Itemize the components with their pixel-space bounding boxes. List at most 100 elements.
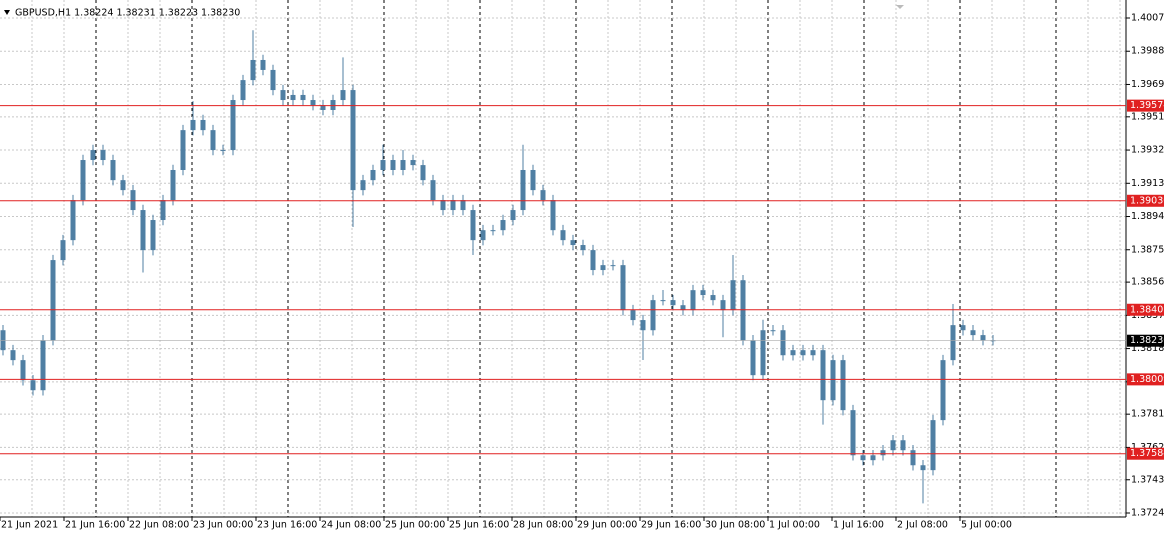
candle-body xyxy=(520,169,526,211)
y-tick-label: 1.40075 xyxy=(1131,13,1164,24)
candle-body xyxy=(920,465,926,471)
level-label: 1.37584 xyxy=(1130,448,1164,459)
x-tick-label: 22 Jun 08:00 xyxy=(129,520,189,531)
candle-body xyxy=(770,330,776,332)
candle-body xyxy=(160,200,166,221)
candle-body xyxy=(240,80,246,101)
level-label-box xyxy=(1127,99,1164,112)
x-tick-label: 29 Jun 16:00 xyxy=(641,520,701,531)
candle-body xyxy=(680,305,686,311)
candle-body xyxy=(220,150,226,152)
level-label-box xyxy=(1127,447,1164,460)
candle-body xyxy=(350,90,356,191)
candle-body xyxy=(170,169,176,201)
candle-body xyxy=(50,260,56,341)
candle-body xyxy=(360,180,366,191)
candle-body xyxy=(280,90,286,101)
candle-body xyxy=(940,360,946,421)
candle-body xyxy=(610,265,616,267)
candle-body xyxy=(470,210,476,241)
candle-body xyxy=(420,165,426,181)
candle-body xyxy=(180,130,186,170)
candle-body xyxy=(80,160,86,201)
candle-body xyxy=(890,440,896,451)
candle-body xyxy=(960,325,966,331)
x-tick-label: 29 Jun 00:00 xyxy=(577,520,637,531)
candle-body xyxy=(20,360,26,381)
y-tick-label: 1.39320 xyxy=(1131,145,1164,156)
x-tick-label: 25 Jun 00:00 xyxy=(385,520,445,531)
candle-body xyxy=(380,160,386,170)
candle-body xyxy=(710,295,716,301)
y-tick-label: 1.38185 xyxy=(1131,343,1164,354)
y-tick-label: 1.37810 xyxy=(1131,409,1164,420)
candle-body xyxy=(300,94,306,101)
candle-body xyxy=(490,230,496,232)
x-tick-label: 28 Jun 08:00 xyxy=(513,520,573,531)
candle-body xyxy=(410,160,416,166)
candle-body xyxy=(200,119,206,131)
candle-body xyxy=(90,150,96,161)
candle-body xyxy=(510,210,516,221)
candle-body xyxy=(700,290,706,296)
candle-body xyxy=(780,330,786,356)
candle-body xyxy=(600,265,606,271)
candle-body xyxy=(620,265,626,311)
menu-arrow[interactable] xyxy=(4,10,10,15)
candle-body xyxy=(120,180,126,191)
level-label-box xyxy=(1127,194,1164,207)
candle-body xyxy=(750,340,756,376)
candle-body xyxy=(10,350,16,361)
candle-body xyxy=(860,455,866,461)
candle-body xyxy=(670,300,676,306)
candle-body xyxy=(530,169,536,191)
candle-body xyxy=(970,330,976,336)
candle-body xyxy=(340,90,346,101)
x-tick-label: 23 Jun 00:00 xyxy=(193,520,253,531)
y-tick-label: 1.39885 xyxy=(1131,46,1164,57)
candle-body xyxy=(460,200,466,211)
x-tick-label: 1 Jul 00:00 xyxy=(769,520,820,531)
x-tick-label: 24 Jun 08:00 xyxy=(321,520,381,531)
level-label: 1.39030 xyxy=(1130,195,1164,206)
level-label: 1.39574 xyxy=(1130,100,1164,111)
candle-body xyxy=(840,360,846,411)
x-tick-label: 2 Jul 08:00 xyxy=(897,520,948,531)
candle-body xyxy=(880,450,886,456)
current-price-label: 1.38230 xyxy=(1130,335,1164,346)
scroll-marker xyxy=(896,5,904,9)
candle-body xyxy=(230,100,236,151)
candle-body xyxy=(290,94,296,101)
y-tick-label: 1.39130 xyxy=(1131,178,1164,189)
candle-body xyxy=(320,105,326,111)
candle-body xyxy=(310,100,316,106)
candle-body xyxy=(720,300,726,311)
candle-body xyxy=(650,300,656,331)
candle-body xyxy=(560,230,566,241)
y-tick-label: 1.39695 xyxy=(1131,79,1164,90)
candle-body xyxy=(210,130,216,151)
candle-body xyxy=(870,455,876,461)
candle-body xyxy=(500,220,506,231)
candle-body xyxy=(190,119,196,131)
level-label: 1.38009 xyxy=(1130,374,1164,385)
candle-body xyxy=(590,250,596,271)
x-tick-label: 5 Jul 00:00 xyxy=(961,520,1012,531)
candle-body xyxy=(830,360,836,401)
candle-body xyxy=(330,100,336,111)
candle-body xyxy=(480,230,486,241)
candle-body xyxy=(40,340,46,391)
candle-body xyxy=(370,169,376,181)
candle-body xyxy=(910,450,916,466)
candle-body xyxy=(140,210,146,251)
candle-body xyxy=(30,380,36,391)
x-tick-label: 21 Jun 16:00 xyxy=(65,520,125,531)
y-tick-label: 1.37245 xyxy=(1131,508,1164,519)
current-price-box xyxy=(1127,334,1164,347)
marks xyxy=(0,30,996,504)
candle-body xyxy=(110,160,116,181)
candle-body xyxy=(950,325,956,361)
candle-body xyxy=(850,410,856,456)
